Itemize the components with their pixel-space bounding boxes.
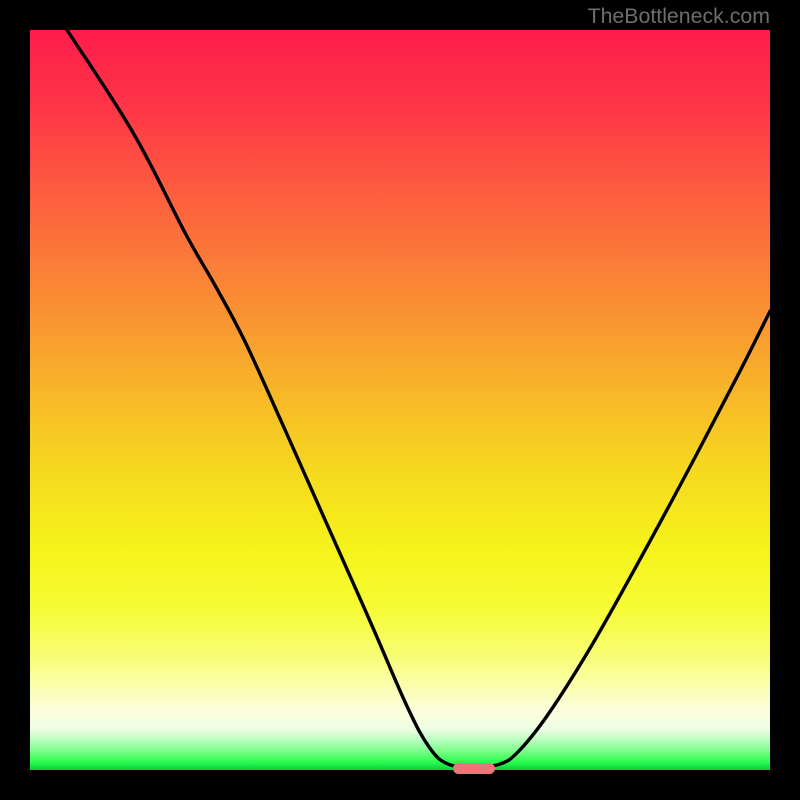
watermark-text: TheBottleneck.com <box>588 4 770 29</box>
optimal-marker <box>453 763 496 775</box>
bottleneck-curve <box>67 30 770 767</box>
curve-layer <box>30 30 770 770</box>
chart-container: TheBottleneck.com <box>0 0 800 800</box>
plot-area <box>30 30 770 770</box>
